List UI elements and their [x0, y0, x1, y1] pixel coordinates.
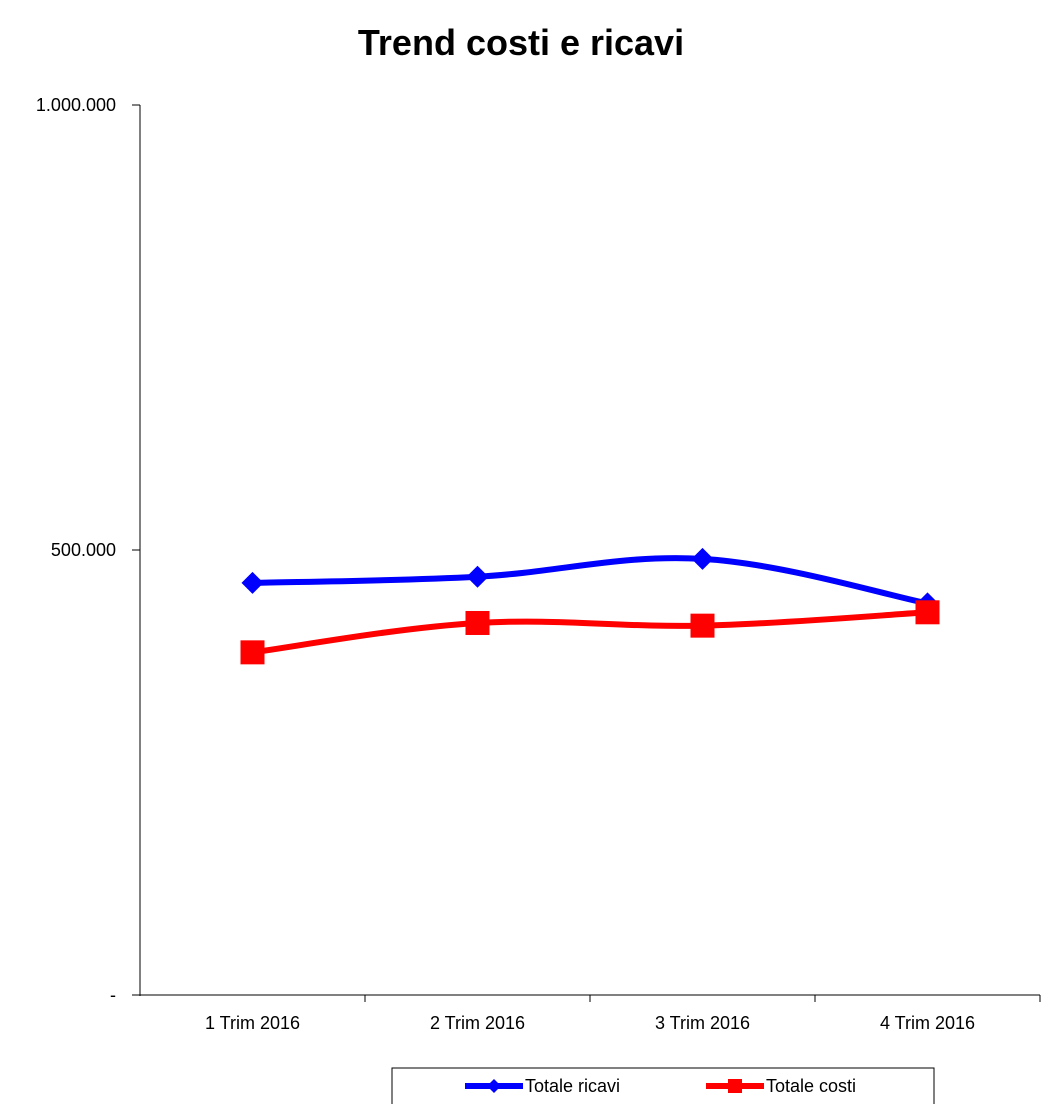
series-line-1 — [252, 555, 929, 607]
series-1-point — [241, 571, 264, 594]
series-1-point — [691, 547, 714, 570]
y-tick-label: 500.000 — [51, 540, 116, 560]
x-tick-label: 4 Trim 2016 — [880, 1013, 975, 1033]
legend-marker-2 — [728, 1079, 742, 1093]
legend-label-2: Totale costi — [766, 1076, 856, 1096]
x-tick-label: 3 Trim 2016 — [655, 1013, 750, 1033]
chart-title: Trend costi e ricavi — [357, 22, 685, 63]
series-2-point — [240, 640, 265, 665]
y-tick-label: - — [110, 985, 116, 1005]
legend-marker-1 — [487, 1079, 501, 1093]
x-tick-label: 1 Trim 2016 — [205, 1013, 300, 1033]
series-2-point — [465, 610, 490, 635]
series-1-point — [466, 565, 489, 588]
legend-label-1: Totale ricavi — [525, 1076, 620, 1096]
legend-box — [391, 1067, 935, 1104]
y-tick-label: 1.000.000 — [36, 95, 116, 115]
series-2-point — [915, 600, 940, 625]
x-tick-label: 2 Trim 2016 — [430, 1013, 525, 1033]
series-line-2 — [252, 609, 928, 656]
series-2-point — [690, 613, 715, 638]
